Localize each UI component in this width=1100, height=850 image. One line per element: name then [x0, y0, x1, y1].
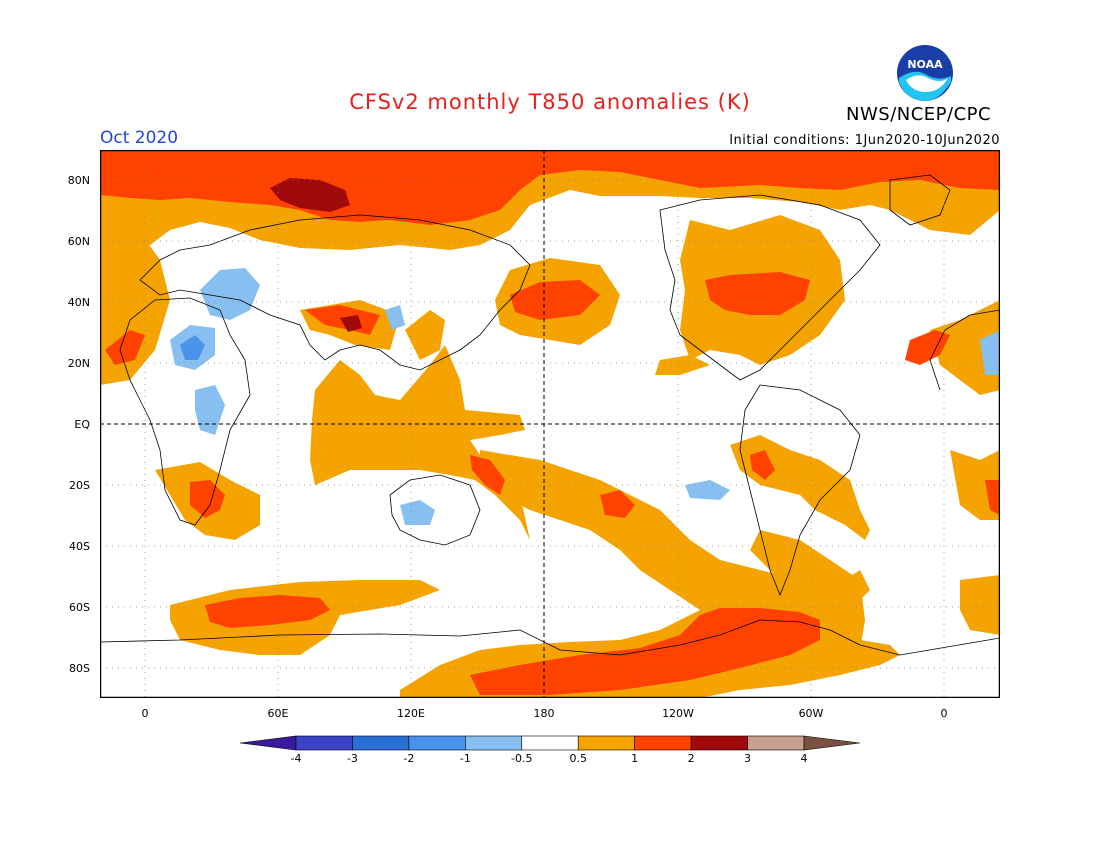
colorbar-label: 2 [687, 752, 695, 765]
grid-lines [100, 150, 1000, 698]
colorbar-label: -3 [346, 752, 358, 765]
initial-conditions: Initial conditions: 1Jun2020-10Jun2020 [729, 133, 1000, 148]
lat-label: 40N [67, 296, 90, 309]
coastlines [100, 174, 1000, 656]
lon-label: 0 [940, 707, 948, 720]
colorbar-label: 3 [744, 752, 752, 765]
lon-label: 0 [141, 707, 149, 720]
lon-label: 120W [662, 707, 694, 720]
colorbar-arrow-low [240, 735, 297, 751]
colorbar-segment [295, 735, 353, 751]
colorbar-segment [634, 735, 692, 751]
lat-label: EQ [74, 418, 90, 431]
page-title: CFSv2 monthly T850 anomalies (K) [349, 90, 751, 114]
colorbar-label: 4 [800, 752, 808, 765]
colorbar-segment [465, 735, 523, 751]
colorbar-label: -2 [403, 752, 415, 765]
colorbar-segment [577, 735, 635, 751]
anomaly-map [100, 150, 1000, 698]
svg-text:NOAA: NOAA [907, 58, 943, 71]
noaa-logo: NOAA [895, 43, 955, 103]
colorbar-segment [690, 735, 748, 751]
lat-label: 20S [69, 479, 90, 492]
reference-lines [100, 150, 1000, 698]
lat-label: 40S [69, 540, 90, 553]
lat-label: 80S [69, 662, 90, 675]
lon-label: 180 [533, 707, 555, 720]
forecast-month: Oct 2020 [100, 128, 179, 148]
lon-label: 60W [798, 707, 824, 720]
colorbar-arrow-high [803, 735, 860, 751]
colorbar [240, 735, 860, 751]
anomaly-darkred-regions [270, 178, 362, 332]
lat-label: 20N [67, 357, 90, 370]
colorbar-label: -0.5 [511, 752, 533, 765]
colorbar-segment [408, 735, 466, 751]
lon-label: 60E [267, 707, 289, 720]
colorbar-label: -1 [459, 752, 471, 765]
colorbar-segment [747, 735, 805, 751]
lat-label: 80N [67, 174, 90, 187]
map-frame [100, 150, 1000, 698]
colorbar-label: -4 [290, 752, 302, 765]
anomaly-blue-regions [170, 268, 1000, 525]
lat-label: 60N [67, 235, 90, 248]
agency-label: NWS/NCEP/CPC [846, 104, 992, 125]
colorbar-label: 0.5 [569, 752, 587, 765]
colorbar-label: 1 [631, 752, 639, 765]
lat-label: 60S [69, 601, 90, 614]
colorbar-segment [521, 735, 579, 751]
colorbar-segment [352, 735, 410, 751]
lon-label: 120E [397, 707, 425, 720]
